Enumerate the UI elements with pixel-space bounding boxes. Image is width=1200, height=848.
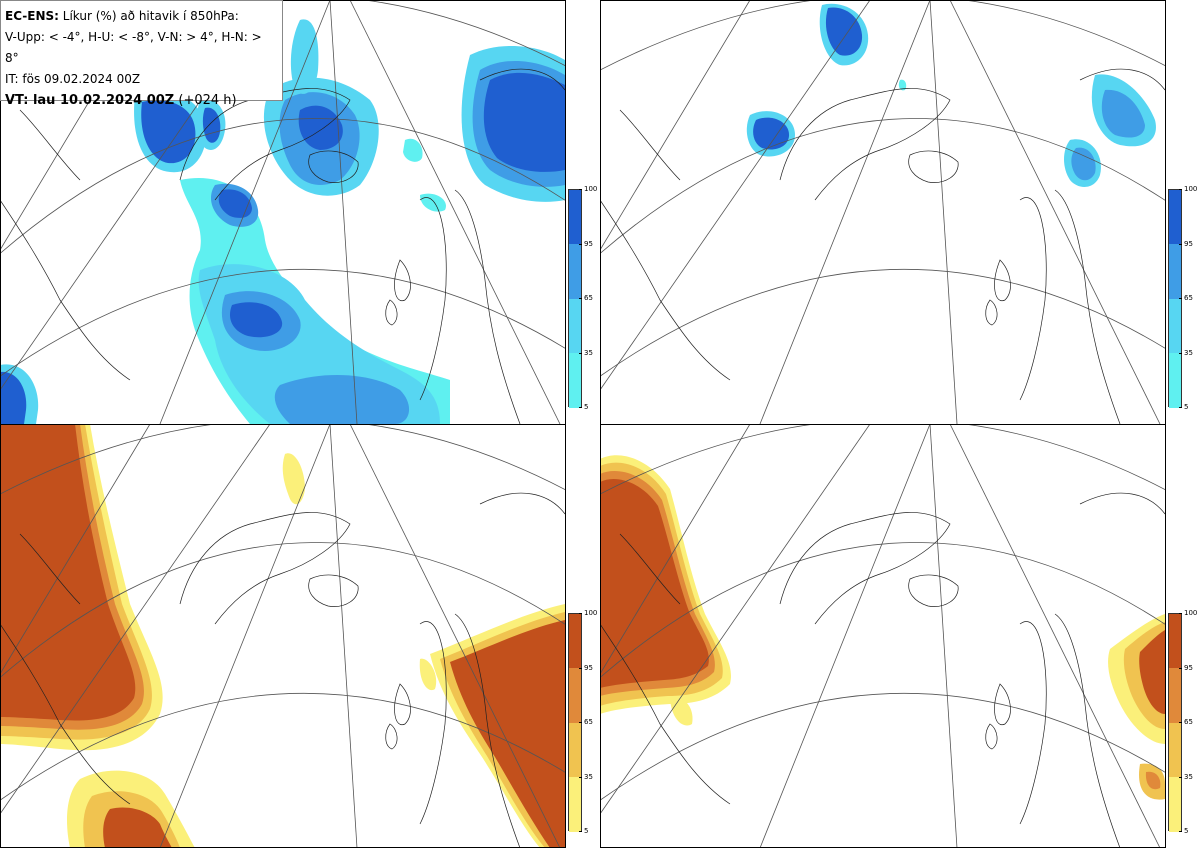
colorbar-tick: 5 xyxy=(1178,403,1189,411)
map-canvas xyxy=(0,424,565,848)
map-canvas xyxy=(0,0,565,424)
colorbar-tick: 65 xyxy=(1179,718,1193,726)
cb-seg-2 xyxy=(1169,668,1181,723)
map-panel-upper-right xyxy=(600,0,1165,424)
map-panel-lower-right xyxy=(600,424,1165,848)
colorbar-tick: 5 xyxy=(578,827,589,835)
cb-seg-1 xyxy=(569,190,581,244)
cb-seg-2 xyxy=(569,668,581,723)
probability-field xyxy=(0,19,565,424)
colorbar-tick: 100 xyxy=(1178,609,1198,617)
model-name: EC-ENS: xyxy=(5,9,59,23)
cb-seg-3 xyxy=(1169,299,1181,353)
cb-seg-4 xyxy=(1169,777,1181,832)
cb-seg-2 xyxy=(1169,244,1181,299)
probability-field xyxy=(0,424,565,848)
cb-seg-4 xyxy=(569,777,581,832)
map-panel-lower-left xyxy=(0,424,565,848)
colorbar-tick: 65 xyxy=(1179,294,1193,302)
init-time: IT: fös 09.02.2024 00Z xyxy=(5,72,141,86)
valid-time-line: VT: lau 10.02.2024 00Z (+024 h) xyxy=(5,90,278,111)
colorbar-lower-right xyxy=(1168,613,1182,832)
graticule xyxy=(600,0,1165,424)
colorbar-tick: 100 xyxy=(1178,185,1198,193)
colorbar-tick: 100 xyxy=(578,609,598,617)
colorbar-tick: 95 xyxy=(579,664,593,672)
coastlines xyxy=(600,492,1165,848)
colorbar-tick: 35 xyxy=(1179,349,1193,357)
colorbar-tick: 5 xyxy=(1178,827,1189,835)
graticule xyxy=(0,424,565,848)
colorbar-upper-left xyxy=(568,189,582,408)
info-legend: EC-ENS: Líkur (%) að hitavik í 850hPa: V… xyxy=(0,0,283,108)
colorbar-tick: 35 xyxy=(1179,773,1193,781)
coastlines xyxy=(0,492,565,848)
cb-seg-1 xyxy=(1169,614,1181,668)
colorbar-tick: 95 xyxy=(1179,240,1193,248)
variable-title: Líkur (%) að hitavik í 850hPa: xyxy=(62,9,239,23)
legend-title-line: EC-ENS: Líkur (%) að hitavik í 850hPa: xyxy=(5,6,278,27)
cb-seg-4 xyxy=(1169,353,1181,408)
lead-time: (+024 h) xyxy=(178,93,237,108)
valid-time: VT: lau 10.02.2024 00Z xyxy=(5,93,175,108)
colorbar-tick: 95 xyxy=(579,240,593,248)
cb-seg-3 xyxy=(569,723,581,777)
colorbar-tick: 65 xyxy=(579,718,593,726)
cb-seg-4 xyxy=(569,353,581,408)
coastlines xyxy=(600,68,1165,424)
colorbar-tick: 100 xyxy=(578,185,598,193)
colorbar-tick: 35 xyxy=(579,773,593,781)
colorbar-tick: 65 xyxy=(579,294,593,302)
cb-seg-1 xyxy=(569,614,581,668)
cb-seg-2 xyxy=(569,244,581,299)
category-description: V-Upp: < -4°, H-U: < -8°, V-N: > 4°, H-N… xyxy=(5,30,262,65)
colorbar-tick: 5 xyxy=(578,403,589,411)
probability-field xyxy=(746,3,1156,187)
probability-field xyxy=(600,455,1165,800)
colorbar-tick: 35 xyxy=(579,349,593,357)
map-canvas xyxy=(600,424,1165,848)
map-canvas xyxy=(600,0,1165,424)
cb-seg-3 xyxy=(1169,723,1181,777)
cb-seg-3 xyxy=(569,299,581,353)
colorbar-tick: 95 xyxy=(1179,664,1193,672)
cb-seg-1 xyxy=(1169,190,1181,244)
coastlines xyxy=(0,68,565,424)
graticule xyxy=(600,424,1165,848)
